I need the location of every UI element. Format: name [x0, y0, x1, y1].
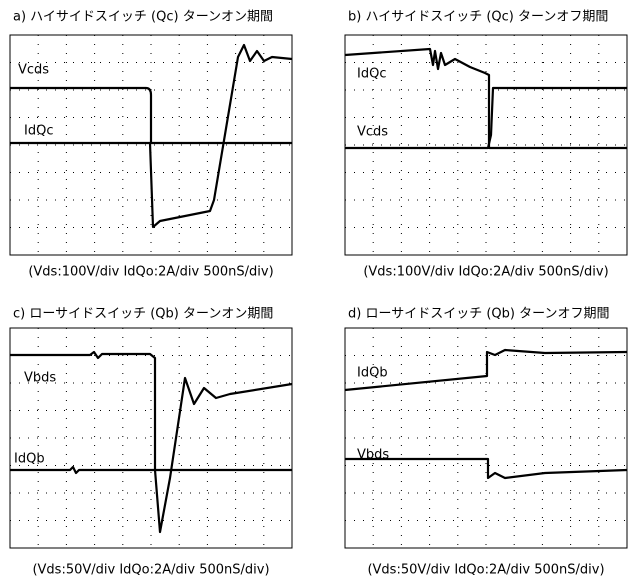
figure: a) ハイサイドスイッチ (Qc) ターンオン期間 Vcds IdQc (Vds:10…: [0, 0, 640, 584]
scope-screen: Vcds IdQc: [10, 35, 292, 255]
scale-caption: (Vds:50V/div IdQo:2A/div 500nS/div): [32, 563, 269, 578]
scope-screen: Vbds IdQb: [10, 328, 292, 548]
scope-screen: IdQb Vbds: [345, 328, 627, 548]
trace-label: Vbds: [24, 371, 56, 386]
panel-title: d) ローサイドスイッチ (Qb) ターンオフ期間: [348, 307, 609, 322]
screen-frame: [345, 35, 627, 255]
trace-label: Vcds: [18, 63, 49, 78]
trace-label: IdQc: [357, 67, 386, 82]
trace-label: IdQc: [24, 124, 53, 139]
panel-title: c) ローサイドスイッチ (Qb) ターンオン期間: [13, 307, 273, 322]
trace-label: IdQb: [357, 366, 388, 381]
panel-title: b) ハイサイドスイッチ (Qc) ターンオフ期間: [348, 10, 608, 25]
panel-title: a) ハイサイドスイッチ (Qc) ターンオン期間: [13, 10, 273, 25]
trace-label: IdQb: [14, 452, 45, 467]
scale-caption: (Vds:100V/div IdQo:2A/div 500nS/div): [363, 265, 608, 280]
trace-label: Vcds: [357, 125, 388, 140]
scope-screen: IdQc Vcds: [345, 35, 627, 255]
scale-caption: (Vds:100V/div IdQo:2A/div 500nS/div): [28, 265, 273, 280]
scale-caption: (Vds:50V/div IdQo:2A/div 500nS/div): [367, 563, 604, 578]
trace-label: Vbds: [357, 448, 389, 463]
screen-frame: [10, 328, 292, 548]
